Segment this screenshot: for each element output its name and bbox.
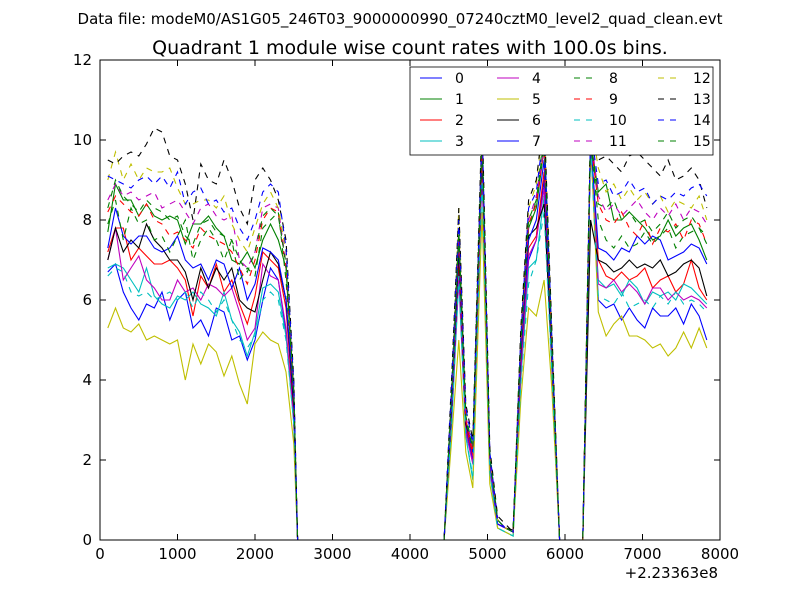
- series-line-8: [107, 131, 708, 540]
- series-line-4: [107, 139, 708, 540]
- series-line-2: [107, 139, 708, 540]
- y-tick-label: 4: [82, 371, 92, 389]
- legend-label-9: 9: [609, 92, 618, 108]
- legend-label-6: 6: [532, 113, 541, 129]
- series-line-15: [107, 135, 708, 540]
- series-line-12: [107, 115, 708, 540]
- series-line-0: [107, 139, 708, 540]
- y-tick-label: 0: [82, 531, 92, 549]
- legend-label-14: 14: [693, 113, 711, 129]
- series-line-1: [107, 139, 708, 540]
- x-tick-label: 1000: [158, 545, 196, 563]
- series-layer: [107, 111, 708, 540]
- y-tick-label: 6: [82, 291, 92, 309]
- x-tick-label: 3000: [313, 545, 351, 563]
- legend-label-1: 1: [455, 92, 464, 108]
- series-line-11: [107, 131, 708, 540]
- x-tick-label: 6000: [546, 545, 584, 563]
- legend-label-13: 13: [693, 92, 711, 108]
- series-line-10: [107, 143, 708, 540]
- series-line-6: [107, 151, 708, 540]
- x-tick-label: 4000: [391, 545, 429, 563]
- y-tick-label: 12: [73, 51, 92, 69]
- series-line-7: [107, 139, 708, 540]
- legend-label-3: 3: [455, 134, 464, 150]
- figure-suptitle: Data file: modeM0/AS1G05_246T03_90000009…: [78, 10, 723, 29]
- legend-label-8: 8: [609, 71, 618, 87]
- axes-ticks: 0 1000 2000 3000 4000 5000 6000 7000 80000246810…: [73, 51, 739, 563]
- x-tick-label: 7000: [623, 545, 661, 563]
- legend-label-12: 12: [693, 71, 711, 87]
- series-line-14: [107, 123, 708, 540]
- y-tick-label: 2: [82, 451, 92, 469]
- x-tick-label: 2000: [236, 545, 274, 563]
- y-tick-label: 10: [73, 131, 92, 149]
- legend-label-11: 11: [609, 134, 627, 150]
- series-line-5: [107, 139, 708, 540]
- x-offset-label: +2.23363e8: [625, 564, 718, 582]
- x-tick-label: 0: [95, 545, 105, 563]
- series-line-3: [107, 147, 708, 540]
- series-line-13: [107, 111, 708, 540]
- chart-title: Quadrant 1 module wise count rates with …: [152, 37, 668, 59]
- legend-label-2: 2: [455, 113, 464, 129]
- series-line-9: [107, 139, 708, 540]
- legend-label-5: 5: [532, 92, 541, 108]
- x-tick-label: 5000: [468, 545, 506, 563]
- legend-label-15: 15: [693, 134, 711, 150]
- legend-label-0: 0: [455, 71, 464, 87]
- legend-label-4: 4: [532, 71, 541, 87]
- x-tick-label: 8000: [701, 545, 739, 563]
- y-tick-label: 8: [82, 211, 92, 229]
- legend-label-7: 7: [532, 134, 541, 150]
- legend-frame: [409, 66, 714, 156]
- legend-label-10: 10: [609, 113, 627, 129]
